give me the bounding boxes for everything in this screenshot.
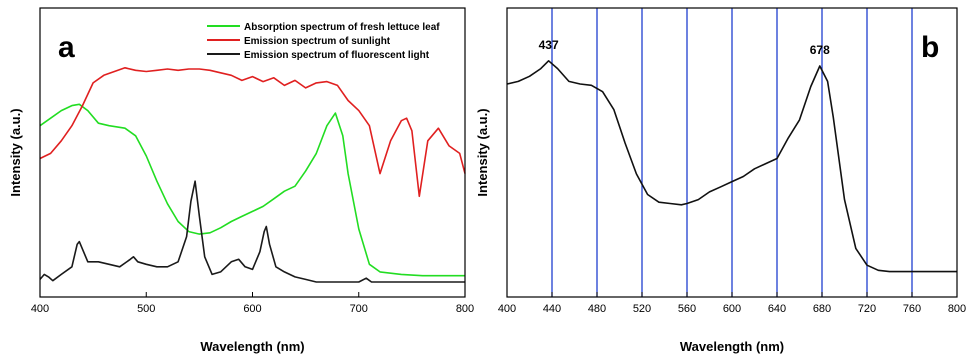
x-tick-label: 800 [456, 303, 474, 315]
legend-label-1: Absorption spectrum of fresh lettuce lea… [244, 22, 440, 33]
legend-label-2: Emission spectrum of sunlight [244, 36, 391, 47]
x-tick-label: 400 [31, 303, 49, 315]
y-axis-title: Intensity (a.u.) [8, 108, 23, 196]
x-axis-title: Wavelength (nm) [200, 339, 304, 354]
panel-label: a [58, 31, 75, 64]
series-line-3 [39, 180, 465, 283]
x-axis-title: Wavelength (nm) [680, 339, 784, 354]
x-tick-label: 640 [768, 303, 786, 315]
x-tick-label: 560 [678, 303, 696, 315]
x-tick-label: 700 [350, 303, 368, 315]
x-tick-label: 760 [903, 303, 921, 315]
x-tick-label: 600 [723, 303, 741, 315]
peak-label: 678 [810, 43, 830, 57]
panel-label: b [921, 31, 939, 64]
x-tick-label: 800 [948, 303, 966, 315]
y-axis-title: Intensity (a.u.) [475, 108, 490, 196]
x-tick-label: 520 [633, 303, 651, 315]
panel-b-chart: 400 440 480 520 560 600 640 680 720 760 800 Wavelen… [475, 7, 966, 354]
series-line-1 [506, 59, 957, 273]
panel-a-chart: 400 500 600 700 800 Wavelength (nm) Intensity … [8, 7, 474, 354]
peak-label: 437 [539, 38, 559, 52]
x-tick-label: 400 [498, 303, 516, 315]
series-line-2 [39, 67, 466, 198]
x-tick-label: 720 [858, 303, 876, 315]
legend-label-3: Emission spectrum of fluorescent light [244, 50, 430, 61]
x-tick-label: 480 [588, 303, 606, 315]
x-tick-label: 680 [813, 303, 831, 315]
series-line-1 [39, 103, 465, 277]
x-tick-label: 500 [137, 303, 155, 315]
x-tick-label: 600 [243, 303, 261, 315]
x-tick-label: 440 [543, 303, 561, 315]
